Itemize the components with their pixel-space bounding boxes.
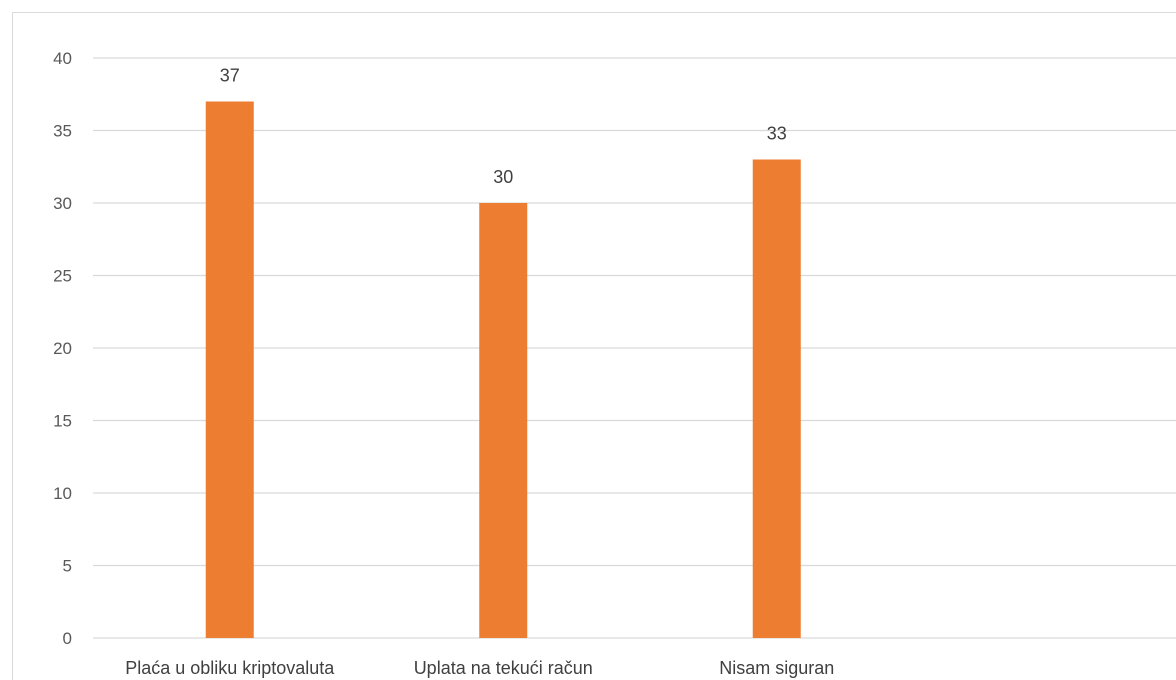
x-axis-categories: Plaća u obliku kriptovaluta Uplata na tek…	[125, 658, 834, 678]
bar-1	[205, 101, 254, 638]
chart-frame	[12, 12, 1176, 680]
y-tick-label-15: 15	[53, 412, 72, 431]
y-tick-label-35: 35	[53, 122, 72, 141]
y-tick-label-20: 20	[53, 339, 72, 358]
data-labels: 37 30 33	[220, 66, 787, 188]
y-tick-label-10: 10	[53, 484, 72, 503]
bar-2	[479, 203, 528, 638]
data-label-2: 30	[493, 167, 513, 187]
y-axis-ticks: 0 5 10 15 20 25 30 35 40	[53, 49, 72, 648]
data-label-3: 33	[767, 124, 787, 144]
y-tick-label-0: 0	[63, 629, 72, 648]
gridlines	[93, 57, 1176, 639]
y-tick-label-25: 25	[53, 267, 72, 286]
bars	[205, 101, 801, 638]
y-tick-label-40: 40	[53, 49, 72, 68]
y-tick-label-5: 5	[63, 557, 72, 576]
category-label-3: Nisam siguran	[719, 658, 834, 678]
y-tick-label-30: 30	[53, 194, 72, 213]
category-label-2: Uplata na tekući račun	[414, 658, 593, 678]
bar-3	[752, 159, 801, 638]
category-label-1: Plaća u obliku kriptovaluta	[125, 658, 335, 678]
data-label-1: 37	[220, 66, 240, 86]
